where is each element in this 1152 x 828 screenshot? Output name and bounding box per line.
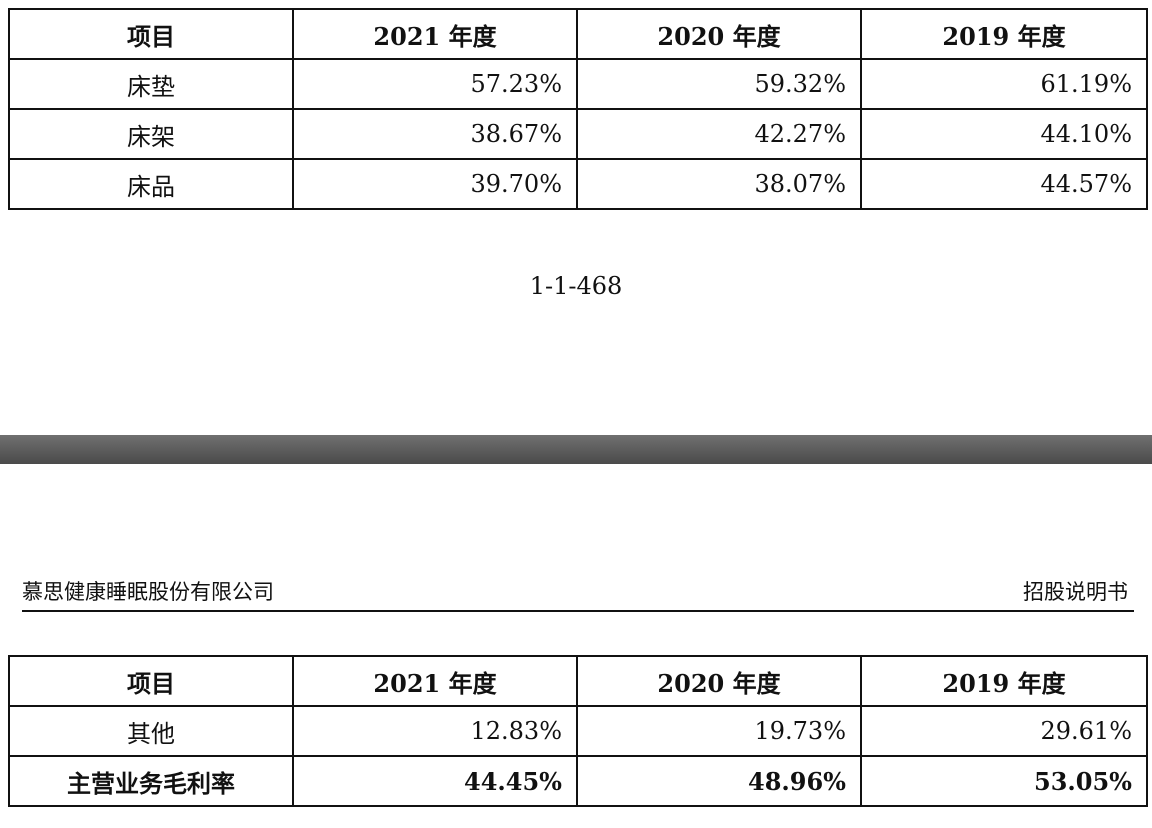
table-header-row: 项目 2021 年度 2020 年度 2019 年度 xyxy=(8,8,1148,60)
table-row: 床品 39.70% 38.07% 44.57% xyxy=(8,158,1148,210)
cell-2019: 53.05% xyxy=(860,755,1148,807)
cell-2019: 44.10% xyxy=(860,108,1148,160)
table-row-total: 主营业务毛利率 44.45% 48.96% 53.05% xyxy=(8,755,1148,807)
document-header: 慕思健康睡眠股份有限公司 招股说明书 xyxy=(22,578,1134,612)
cell-2020: 19.73% xyxy=(576,705,862,757)
row-item: 主营业务毛利率 xyxy=(8,755,294,807)
cell-2021: 38.67% xyxy=(292,108,578,160)
header-2021: 2021 年度 xyxy=(292,8,578,60)
header-2020: 2020 年度 xyxy=(576,655,862,707)
company-name: 慕思健康睡眠股份有限公司 xyxy=(22,580,274,604)
header-item: 项目 xyxy=(8,8,294,60)
header-2021: 2021 年度 xyxy=(292,655,578,707)
cell-2020: 42.27% xyxy=(576,108,862,160)
cell-2020: 59.32% xyxy=(576,58,862,110)
table-row: 其他 12.83% 19.73% 29.61% xyxy=(8,705,1148,757)
header-item: 项目 xyxy=(8,655,294,707)
table-header-row: 项目 2021 年度 2020 年度 2019 年度 xyxy=(8,655,1148,707)
row-item: 其他 xyxy=(8,705,294,757)
cell-2020: 48.96% xyxy=(576,755,862,807)
row-item: 床品 xyxy=(8,158,294,210)
header-2020: 2020 年度 xyxy=(576,8,862,60)
cell-2020: 38.07% xyxy=(576,158,862,210)
row-item: 床垫 xyxy=(8,58,294,110)
cell-2021: 39.70% xyxy=(292,158,578,210)
table-row: 床架 38.67% 42.27% 44.10% xyxy=(8,108,1148,160)
cell-2021: 57.23% xyxy=(292,58,578,110)
gross-margin-table-top: 项目 2021 年度 2020 年度 2019 年度 床垫 57.23% 59.… xyxy=(8,8,1148,210)
cell-2021: 44.45% xyxy=(292,755,578,807)
gross-margin-table-bottom: 项目 2021 年度 2020 年度 2019 年度 其他 12.83% 19.… xyxy=(8,655,1148,807)
cell-2019: 29.61% xyxy=(860,705,1148,757)
header-2019: 2019 年度 xyxy=(860,8,1148,60)
header-2019: 2019 年度 xyxy=(860,655,1148,707)
table-row: 床垫 57.23% 59.32% 61.19% xyxy=(8,58,1148,110)
page-divider xyxy=(0,435,1152,464)
cell-2021: 12.83% xyxy=(292,705,578,757)
document-type: 招股说明书 xyxy=(1023,580,1128,604)
cell-2019: 61.19% xyxy=(860,58,1148,110)
cell-2019: 44.57% xyxy=(860,158,1148,210)
page-number: 1-1-468 xyxy=(529,272,623,300)
row-item: 床架 xyxy=(8,108,294,160)
